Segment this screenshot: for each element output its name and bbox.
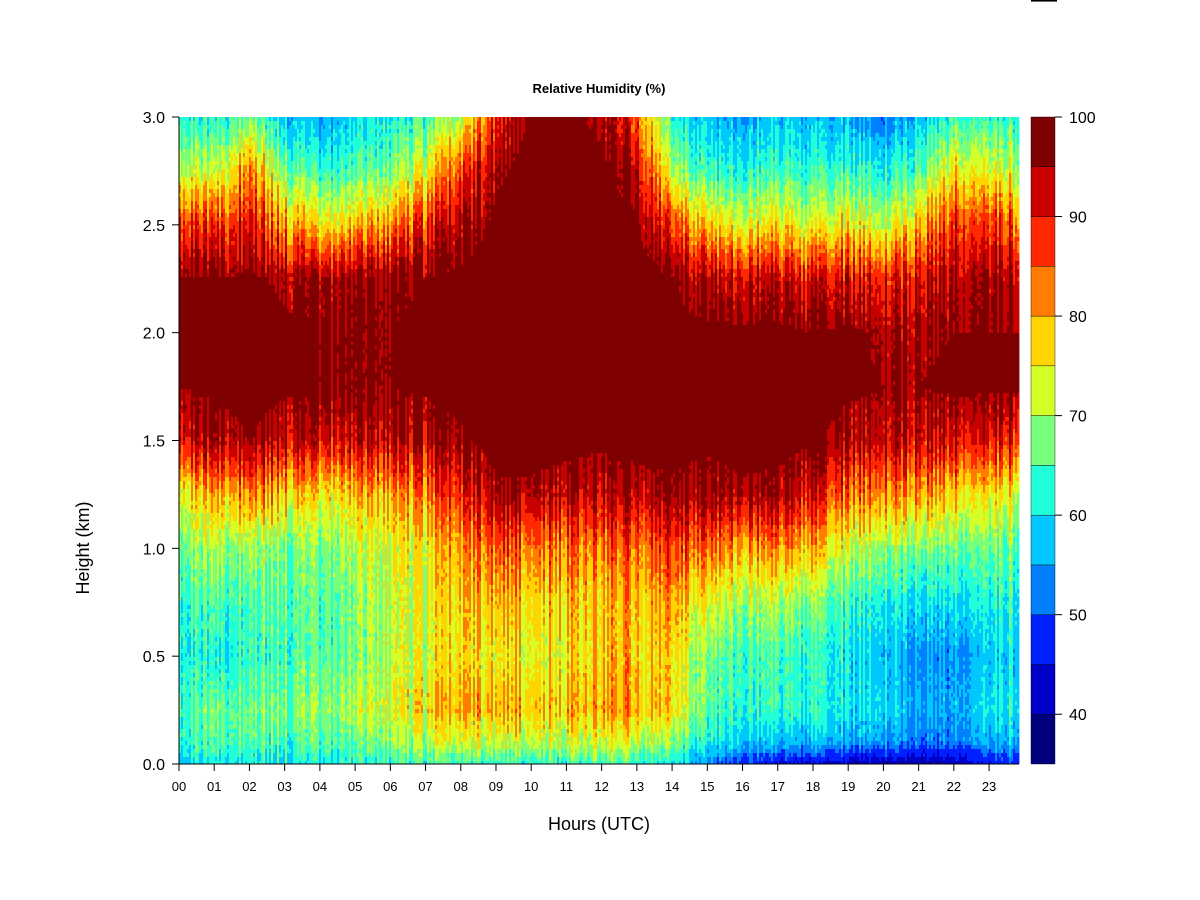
- chart-title: Relative Humidity (%): [533, 81, 666, 96]
- heatmap-plot-area: [179, 117, 1019, 764]
- corner-mark: [1031, 0, 1057, 2]
